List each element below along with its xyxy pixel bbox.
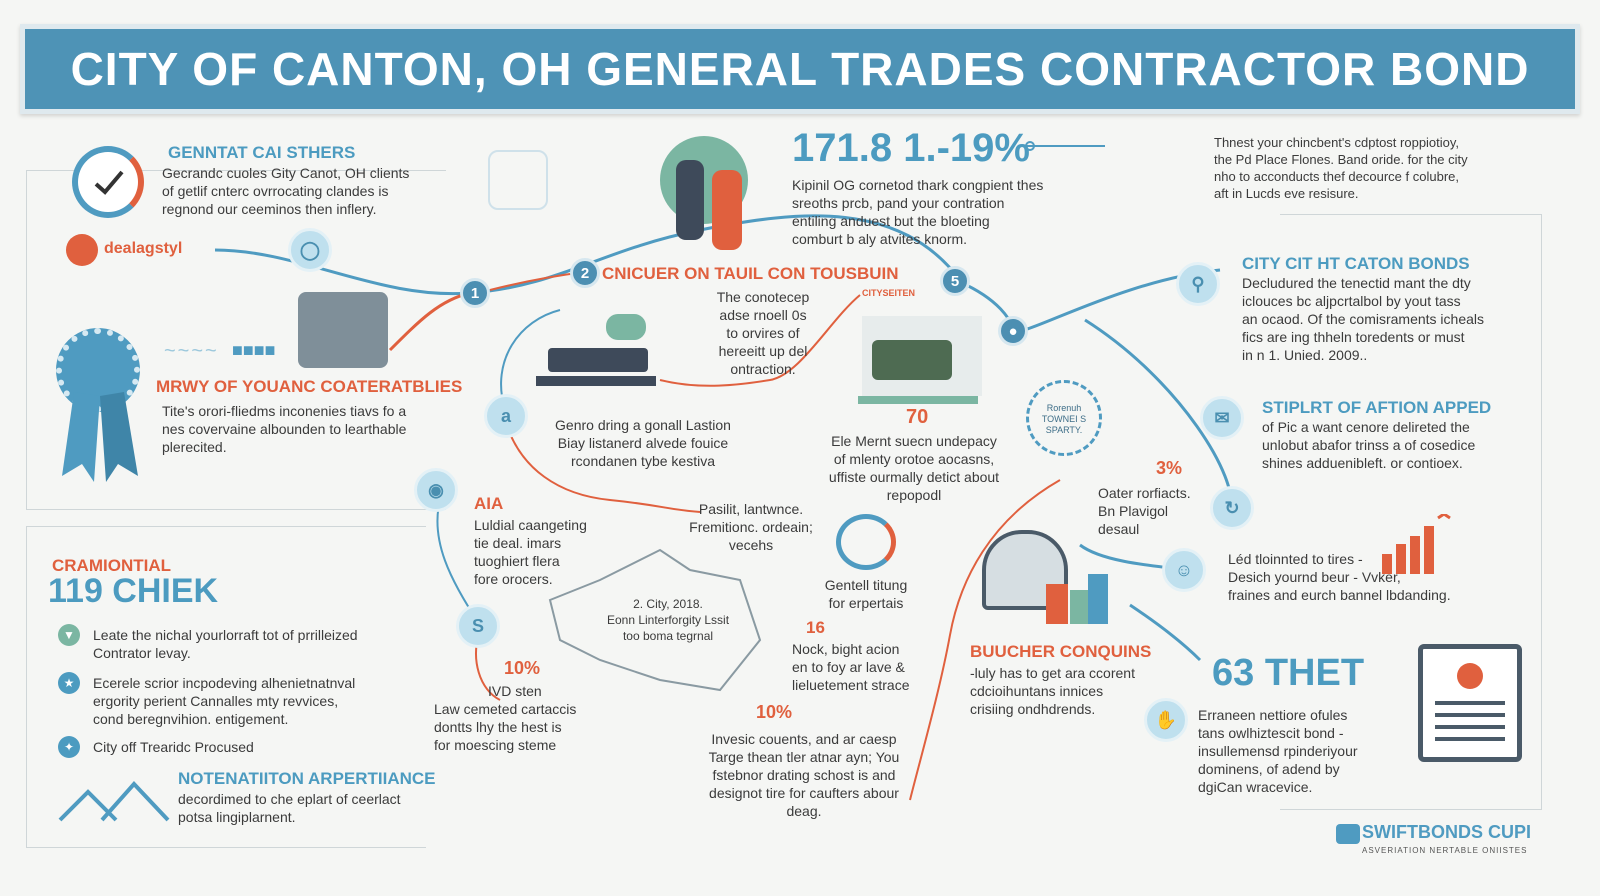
pct-10-b: 10% xyxy=(756,702,793,722)
invesic-text: Invesic couents, and ar caesp Targe thea… xyxy=(708,731,900,819)
bullet-icon-1: ▼ xyxy=(58,624,80,646)
step-label-s: S xyxy=(456,604,500,648)
step-badge-2: 2 xyxy=(570,258,600,288)
left-mid-heading: MRWY OF YOUANC COATERATBLIES xyxy=(156,377,463,396)
refresh-icon: ↻ xyxy=(1210,486,1254,530)
ground-icon xyxy=(858,396,978,404)
person-figure-2-icon xyxy=(712,170,742,250)
step-badge-1: 1 xyxy=(460,278,490,308)
bench-base-icon xyxy=(536,376,656,386)
bucher-heading: BUUCHER CONQUINS xyxy=(970,642,1152,661)
title-banner: CITY OF CANTON, OH GENERAL TRADES CONTRA… xyxy=(20,24,1580,114)
user-badge-icon: ● xyxy=(998,316,1028,346)
top-center-stat: 171.8 1.-19% xyxy=(792,126,1030,170)
smile-icon: ☺ xyxy=(1162,548,1206,592)
bench-illustration xyxy=(548,348,648,372)
led-text: Léd tloinnted to tires - Desich yournd b… xyxy=(1228,551,1451,603)
left-mid-text: Tite's orori-fliedms inconenies tiavs fo… xyxy=(162,403,407,455)
left-bottom-heading-big: 119 CHIEK xyxy=(48,572,219,610)
pasilit-text: Pasilit, lantwnce. Fremitionc. ordeain; … xyxy=(689,501,813,553)
person-pin-icon: ⚲ xyxy=(1176,262,1220,306)
plant-icon xyxy=(606,314,646,340)
tube-icon xyxy=(1088,574,1108,624)
brand-name: SWIFTBONDS CUPI xyxy=(1362,822,1531,842)
location-pin-icon: ◉ xyxy=(414,468,458,512)
bar-growth-icon xyxy=(1382,514,1451,574)
stat-63-heading: 63 THET xyxy=(1212,652,1365,694)
bucher-text: -luly has to get ara ccorent cdcioihunta… xyxy=(970,665,1135,717)
hand-icon: ✋ xyxy=(1144,698,1188,742)
ivd-text: IVD sten Law cemeted cartaccis dontts lh… xyxy=(434,683,577,753)
left-bottom-heading-small: CRAMIONTIAL xyxy=(52,556,171,575)
note-text: decordimed to che eplart of ceerlact pot… xyxy=(178,791,401,825)
top-left-heading: GENNTAT CAI STHERS xyxy=(168,143,356,162)
handshake-icon xyxy=(298,292,388,368)
bond-document-icon xyxy=(1418,644,1522,762)
brand-logo-icon xyxy=(1336,824,1360,844)
city-sign: CITYSEITEN xyxy=(862,288,916,298)
pct-small: 3% xyxy=(1156,458,1183,478)
elet-text: Ele Mernt suecn undepacy of mlenty oroto… xyxy=(828,433,1000,503)
person-figure-icon xyxy=(676,160,704,240)
right-frame xyxy=(1280,214,1542,810)
left-top-frame xyxy=(26,170,446,510)
dots-icon: ■■■■ xyxy=(232,340,276,360)
stat-63-text: Erraneen nettiore ofules tans owlhiztesc… xyxy=(1198,707,1358,795)
gentel-text: Gentell titung for erpertais xyxy=(824,577,908,611)
bullet-icon-2: ★ xyxy=(58,672,80,694)
right-top-heading: CITY CIT HT CATON BONDS xyxy=(1242,254,1470,273)
construction-vehicle-icon xyxy=(872,340,952,380)
right-mid-text: of Pic a want cenore delireted the unlob… xyxy=(1262,419,1476,471)
lud-number: AIA xyxy=(474,494,504,513)
ribbon-tails-icon xyxy=(62,392,138,482)
bullet-3-text: City off Trearidc Procused xyxy=(93,739,254,755)
document-check-icon xyxy=(836,514,896,570)
bullet-2-text: Ecerele scrior incpodeving alhenietnatnv… xyxy=(93,675,356,727)
step-badge-5: 5 xyxy=(940,266,970,296)
waves-icon: ~~~~ xyxy=(164,340,219,362)
top-center-text: Kipinil OG cornetod thark congpient thes… xyxy=(792,177,1044,247)
device-sketch-icon xyxy=(488,150,548,210)
note-heading: NOTENATIITON ARPERTIIANCE xyxy=(178,769,436,788)
oater-text: Oater rorfiacts. Bn Plavigol desaul xyxy=(1098,485,1191,537)
bottle-icon xyxy=(1070,590,1090,624)
handshake-small-icon: ✉ xyxy=(1200,396,1244,440)
map-text: 2. City, 2018. Eonn Linterforgity Lssit … xyxy=(606,597,730,643)
paint-can-icon xyxy=(1046,584,1068,624)
nock-number: 16 xyxy=(806,618,825,637)
left-bottom-frame xyxy=(26,526,426,848)
top-right-text: Thnest your chincbent's cdptost roppioti… xyxy=(1214,135,1468,201)
center-text: The conotecep adse rnoell 0s to orvires … xyxy=(716,289,810,377)
nock-text: Nock, bight acion en to foy ar lave & li… xyxy=(792,641,910,693)
pct-10-a: 10% xyxy=(504,658,541,678)
logo-mark-icon xyxy=(66,234,98,266)
state-map-icon xyxy=(548,548,762,692)
genro-text: Genro dring a gonall Lastion Biay listan… xyxy=(555,417,731,469)
right-top-text: Decludured the tenectid mant the dty icl… xyxy=(1242,275,1485,363)
page-title: CITY OF CANTON, OH GENERAL TRADES CONTRA… xyxy=(70,43,1530,95)
houses-icon xyxy=(58,781,170,822)
encounter-heading: CNICUER ON TAUIL CON TOUSBUIN xyxy=(602,264,899,283)
top-left-text: Gecrandc cuoles Gity Canot, OH clients o… xyxy=(162,165,410,217)
shield-icon: ◯ xyxy=(288,228,332,272)
bullet-icon-3: ✦ xyxy=(58,736,80,758)
mid-number: 70 xyxy=(906,406,929,428)
gauge-icon xyxy=(72,146,144,218)
stamp-seal: Rorenuh TOWNEI S SPARTY. xyxy=(1026,380,1102,456)
brand-tagline: ASVERIATION NERTABLE ONIISTES xyxy=(1362,846,1528,855)
step-label-a: a xyxy=(484,394,528,438)
bullet-1-text: Leate the nichal yourlorraft tot of prri… xyxy=(93,627,358,661)
worker-head-icon xyxy=(982,530,1068,610)
lud-text: Luldial caangeting tie deal. imars tuogh… xyxy=(474,517,587,587)
seal-dot-icon xyxy=(1457,663,1483,689)
right-mid-heading: STIPLRT OF AFTION APPED xyxy=(1262,398,1492,417)
logo-small-text: dealagstyl xyxy=(104,240,183,257)
